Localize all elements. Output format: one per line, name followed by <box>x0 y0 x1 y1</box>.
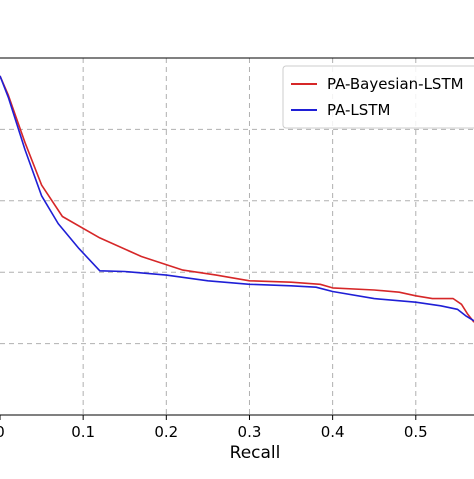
legend: PA-Bayesian-LSTM PA-LSTM <box>282 65 474 129</box>
x-tick-label: 0.5 <box>404 423 428 441</box>
x-tick-label: 0.1 <box>71 423 95 441</box>
x-axis-label: Recall <box>230 443 281 463</box>
legend-label-pa-lstm: PA-LSTM <box>327 101 390 119</box>
x-tick-label: 0.2 <box>154 423 178 441</box>
x-tick-label: 0 <box>0 423 5 441</box>
grid-layer <box>0 58 474 415</box>
x-tick-label: 0.4 <box>321 423 345 441</box>
series-layer <box>0 75 474 323</box>
series-line-pa-lstm <box>0 75 474 322</box>
series-line-pa-bayesian-lstm <box>0 75 474 323</box>
axes-layer: 0 0.1 0.2 0.3 0.4 0.5 <box>0 57 474 441</box>
x-tick-label: 0.3 <box>238 423 262 441</box>
legend-label-pa-bayesian-lstm: PA-Bayesian-LSTM <box>327 75 464 93</box>
legend-box <box>282 65 474 129</box>
